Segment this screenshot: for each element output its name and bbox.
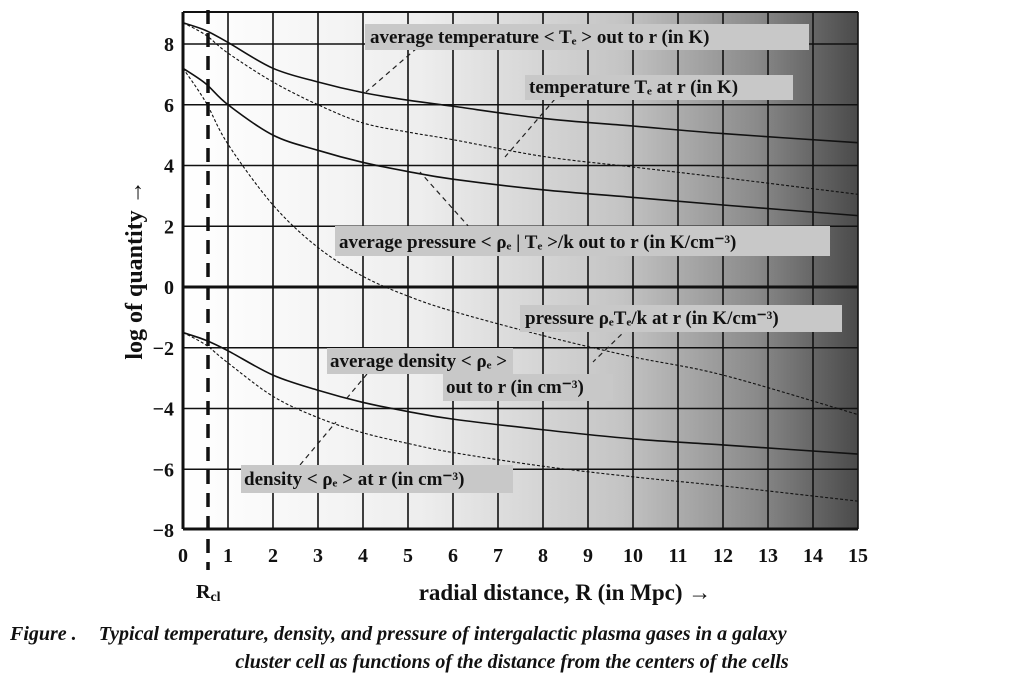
label-avg-temperature: average temperature < Tₑ > out to r (in … [370,27,709,48]
series-line-4 [182,331,859,455]
label-density: density < ρₑ > at r (in cm⁻³) [244,469,464,490]
label-avg-density-1: average density < ρₑ > [330,351,507,372]
annotation-boxes [241,24,842,493]
y-tick-label: 6 [164,95,174,117]
curves [182,21,859,502]
y-tick-label: −8 [153,520,174,542]
y-tick-label: 8 [164,34,174,56]
x-tick-label: 0 [178,545,188,567]
x-tick-label: 8 [538,545,548,567]
label-temperature: temperature Tₑ at r (in K) [529,77,738,98]
label-avg-density-2: out to r (in cm⁻³) [446,377,584,398]
y-tick-label: −4 [153,399,174,421]
series-line-1 [182,22,859,195]
leader-temp [504,98,556,158]
label-avg-pressure: average pressure < ρₑ | Tₑ >/k out to r … [339,232,736,253]
x-tick-label: 12 [713,545,733,567]
y-axis-label: log of quantity → [122,180,148,359]
y-tick-label: 4 [164,156,174,178]
x-tick-label: 10 [623,545,643,567]
x-tick-label: 5 [403,545,413,567]
x-tick-label: 13 [758,545,778,567]
caption-line-1: Figure . Typical temperature, density, an… [9,623,787,645]
x-tick-label: 2 [268,545,278,567]
y-tick-label: −2 [153,338,174,360]
caption-text-1: Typical temperature, density, and pressu… [99,623,787,645]
x-tick-label: 14 [803,545,823,567]
leader-density [299,421,337,466]
x-tick-label: 15 [848,545,868,567]
y-tick-label: 2 [164,216,174,238]
y-tick-label: 0 [164,277,174,299]
x-tick-label: 4 [358,545,368,567]
rcl-label: Rcl [196,581,221,605]
series-line-0 [182,21,859,144]
x-axis-label: radial distance, R (in Mpc) → [419,580,712,605]
leader-avg-pressure [419,171,471,229]
x-tick-label: 6 [448,545,458,567]
label-pressure: pressure ρₑTₑ/k at r (in K/cm⁻³) [525,308,779,329]
rcl-label-sub: cl [210,590,220,605]
caption-figure-label: Figure . [9,623,77,645]
x-tick-label: 7 [493,545,503,567]
rcl-label-main: R [196,581,211,603]
x-tick-label: 11 [669,545,688,567]
y-tick-label: −6 [153,459,174,481]
caption-line-2: cluster cell as functions of the distanc… [235,651,789,673]
x-tick-label: 3 [313,545,323,567]
x-tick-label: 1 [223,545,233,567]
x-tick-label: 9 [583,545,593,567]
leader-pressure [592,327,629,363]
series-line-2 [182,67,859,217]
leader-avg-temp [365,47,418,93]
